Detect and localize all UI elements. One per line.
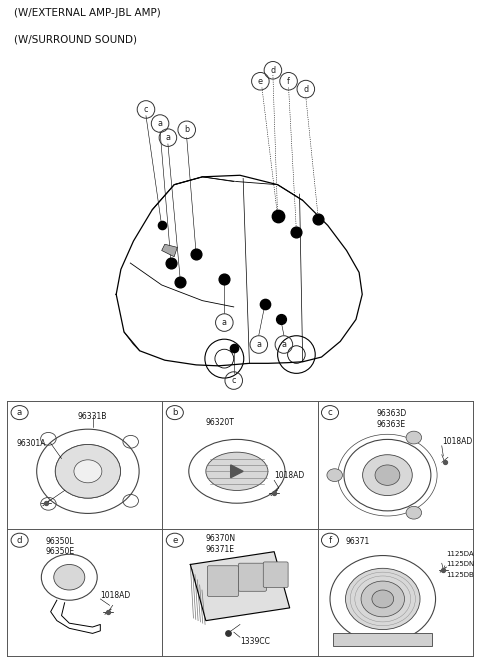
Polygon shape (191, 552, 289, 621)
Text: f: f (287, 77, 290, 86)
Ellipse shape (206, 452, 268, 491)
Text: 96371: 96371 (346, 537, 370, 546)
FancyBboxPatch shape (239, 563, 266, 591)
Text: 96363D: 96363D (377, 409, 407, 418)
Text: 1018AD: 1018AD (100, 591, 131, 599)
Point (441, 457, 449, 467)
Point (104, 607, 112, 617)
Point (277, 314, 285, 325)
Text: (W/SURROUND SOUND): (W/SURROUND SOUND) (14, 34, 137, 44)
Point (440, 564, 447, 575)
Point (314, 214, 322, 225)
Text: 96371E: 96371E (206, 545, 235, 554)
Circle shape (55, 444, 120, 498)
Circle shape (406, 431, 421, 444)
Text: a: a (157, 119, 163, 128)
Text: d: d (17, 536, 23, 545)
Text: c: c (231, 376, 236, 385)
Text: 96350E: 96350E (46, 547, 75, 556)
Point (177, 276, 184, 287)
Text: 1125DA: 1125DA (446, 551, 474, 558)
Text: d: d (270, 66, 276, 75)
Circle shape (372, 590, 394, 608)
Point (274, 211, 281, 221)
Text: a: a (256, 340, 261, 349)
Text: 96320T: 96320T (206, 418, 235, 428)
Point (167, 258, 175, 269)
Circle shape (346, 568, 420, 630)
Text: 1018AD: 1018AD (274, 471, 304, 479)
Text: 1339CC: 1339CC (240, 636, 270, 646)
Point (293, 226, 300, 237)
Text: e: e (172, 536, 178, 545)
Text: 96301A: 96301A (16, 439, 46, 448)
Bar (333, 633, 432, 646)
Text: e: e (258, 77, 263, 86)
Text: c: c (328, 408, 332, 417)
Polygon shape (162, 244, 177, 257)
Text: 1125DB: 1125DB (446, 572, 474, 577)
Point (230, 342, 238, 353)
FancyBboxPatch shape (207, 566, 239, 597)
Text: a: a (281, 340, 287, 349)
Circle shape (406, 507, 421, 519)
Text: 1018AD: 1018AD (442, 438, 472, 446)
Point (192, 249, 200, 259)
Text: c: c (144, 105, 148, 114)
Text: (W/EXTERNAL AMP-JBL AMP): (W/EXTERNAL AMP-JBL AMP) (14, 8, 161, 18)
Text: d: d (303, 85, 308, 93)
Circle shape (327, 469, 342, 481)
Circle shape (375, 465, 400, 485)
Polygon shape (231, 465, 243, 477)
Text: 96363E: 96363E (377, 420, 406, 428)
Circle shape (74, 460, 102, 483)
Point (270, 488, 278, 499)
Text: f: f (328, 536, 332, 545)
Text: b: b (172, 408, 178, 417)
Text: a: a (17, 408, 22, 417)
Circle shape (361, 581, 405, 617)
Point (158, 220, 166, 231)
Text: 96350L: 96350L (46, 537, 74, 546)
Point (42, 498, 50, 509)
Text: 96331B: 96331B (77, 412, 107, 421)
Text: a: a (166, 133, 170, 142)
Circle shape (362, 455, 412, 495)
Circle shape (54, 564, 85, 590)
Text: a: a (222, 318, 227, 327)
FancyBboxPatch shape (263, 562, 288, 587)
Text: b: b (184, 125, 189, 135)
Point (261, 298, 269, 309)
Text: 1125DN: 1125DN (446, 562, 475, 568)
Text: 96370N: 96370N (206, 534, 236, 544)
Point (224, 628, 231, 638)
Point (220, 273, 228, 284)
